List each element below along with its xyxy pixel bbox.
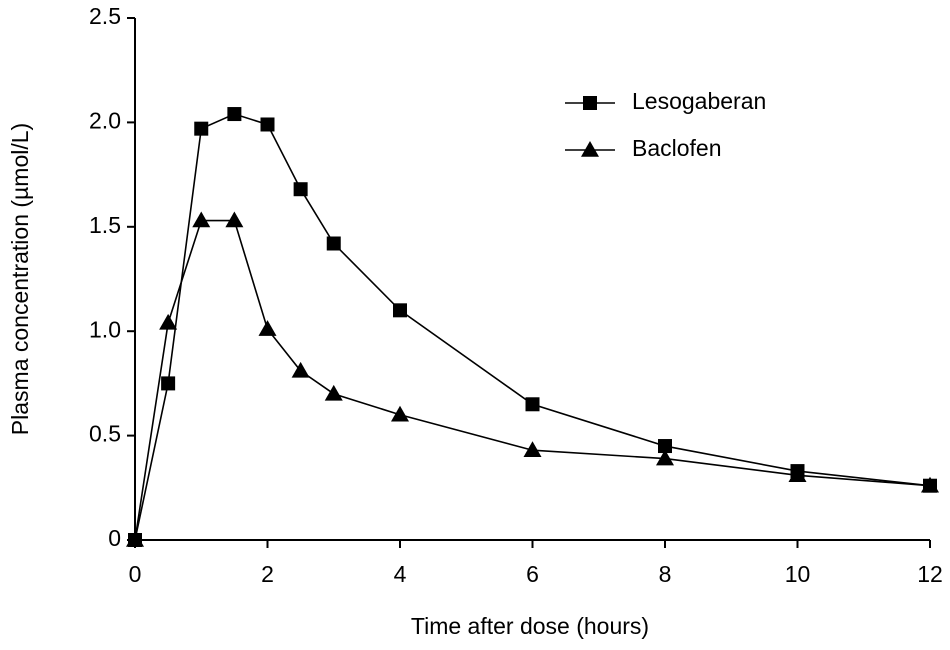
triangle-marker	[159, 313, 178, 330]
square-marker	[393, 303, 407, 318]
y-tick-label: 1.5	[89, 212, 121, 238]
triangle-marker	[921, 476, 939, 493]
triangle-marker	[126, 531, 144, 547]
x-tick-label: 8	[659, 561, 672, 587]
legend-label: Lesogaberan	[632, 88, 766, 114]
triangle-marker	[192, 211, 211, 228]
square-marker	[583, 96, 597, 110]
y-tick-label: 0	[108, 525, 121, 551]
triangle-marker	[656, 449, 674, 466]
x-tick-label: 0	[129, 561, 142, 587]
series-line	[134, 113, 931, 541]
square-marker	[293, 182, 308, 197]
triangle-marker	[258, 320, 277, 336]
y-tick-label: 2.0	[89, 107, 121, 133]
x-tick-label: 12	[917, 561, 943, 587]
triangle-marker	[391, 405, 409, 422]
y-tick-label: 2.5	[89, 3, 121, 29]
series-line	[134, 219, 931, 541]
triangle-marker	[581, 141, 599, 157]
square-marker	[161, 376, 176, 391]
square-marker	[326, 236, 341, 251]
y-axis-label: Plasma concentration (µmol/L)	[7, 123, 33, 435]
square-marker	[194, 121, 209, 136]
triangle-marker	[523, 441, 542, 457]
triangle-marker	[324, 384, 343, 401]
x-tick-label: 2	[261, 561, 274, 587]
triangle-marker	[225, 211, 244, 228]
x-axis-label: Time after dose (hours)	[411, 613, 649, 639]
legend-label: Baclofen	[632, 135, 722, 161]
y-tick-label: 1.0	[89, 316, 121, 342]
triangle-marker	[788, 466, 807, 483]
square-marker	[260, 117, 275, 132]
y-tick-label: 0.5	[89, 421, 121, 447]
x-tick-label: 4	[394, 561, 407, 587]
x-tick-label: 10	[785, 561, 811, 587]
square-marker	[227, 107, 242, 122]
square-marker	[525, 397, 540, 412]
x-tick-label: 6	[526, 561, 539, 587]
triangle-marker	[291, 361, 310, 378]
square-marker	[658, 439, 672, 454]
